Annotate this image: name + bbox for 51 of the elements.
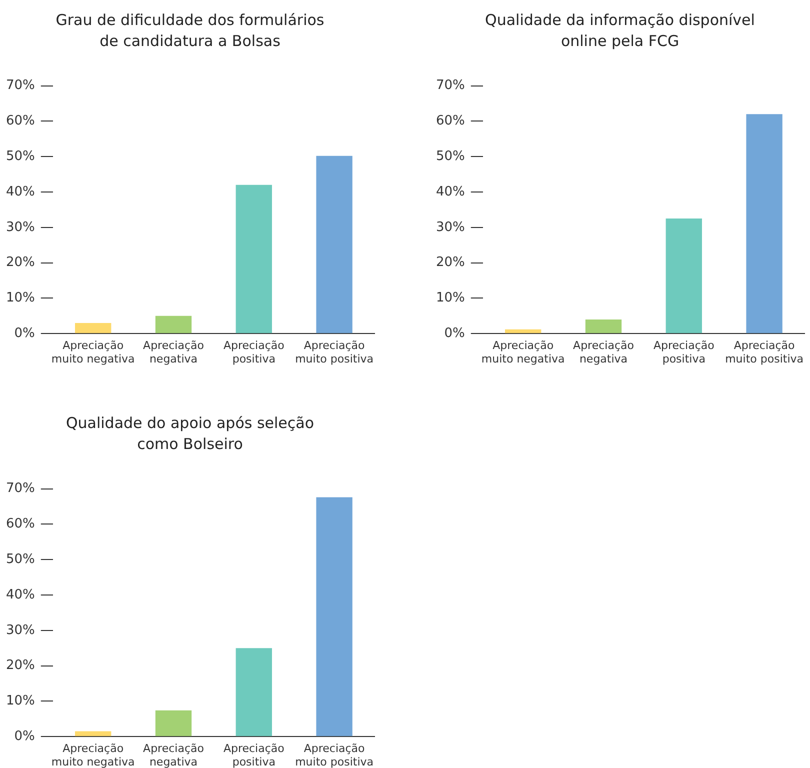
bar: [666, 218, 702, 334]
bar: [155, 316, 192, 334]
bar: [585, 319, 622, 334]
y-tick-label: 30%: [6, 220, 35, 235]
x-tick-label: Apreciação muito negativa: [481, 339, 565, 366]
x-tick-label: Apreciação negativa: [143, 339, 204, 366]
x-tick-label: Apreciação positiva: [223, 742, 285, 768]
y-tick-label: 50%: [436, 148, 465, 164]
y-tick-label: 40%: [6, 587, 35, 602]
y-tick-label: 70%: [6, 481, 35, 496]
y-tick-label: 20%: [6, 658, 35, 674]
x-tick-label: Apreciação positiva: [653, 339, 715, 366]
x-tick-label: Apreciação negativa: [573, 339, 634, 366]
x-tick-label: Apreciação muito positiva: [295, 742, 374, 768]
x-tick-label: Apreciação positiva: [223, 339, 285, 366]
y-tick-label: 70%: [6, 78, 35, 94]
y-tick-label: 70%: [436, 78, 465, 94]
bar: [236, 184, 272, 334]
y-tick-label: 0%: [444, 326, 465, 341]
bar: [316, 156, 352, 334]
y-tick-label: 10%: [436, 290, 465, 306]
x-tick-label: Apreciação muito positiva: [295, 339, 374, 366]
bar: [746, 114, 782, 334]
x-tick-label: Apreciação muito negativa: [51, 339, 135, 366]
y-tick-label: 40%: [6, 184, 35, 200]
bar: [155, 710, 192, 736]
chart-title: Grau de dificuldade dos formulários de candidatura a Bolsas: [54, 10, 326, 52]
y-tick-label: 40%: [436, 184, 465, 200]
bar: [75, 322, 112, 334]
y-tick-label: 60%: [6, 516, 35, 532]
y-tick-label: 30%: [436, 220, 465, 235]
y-tick-label: 0%: [14, 728, 35, 744]
chart-title: Qualidade do apoio após seleção como Bolseiro: [64, 413, 316, 455]
bar: [316, 497, 352, 736]
y-tick-label: 60%: [436, 114, 465, 129]
y-tick-label: 0%: [14, 326, 35, 341]
y-tick-label: 10%: [6, 290, 35, 306]
x-tick-label: Apreciação muito negativa: [51, 742, 135, 768]
bar: [236, 648, 272, 736]
y-tick-label: 20%: [6, 255, 35, 270]
y-tick-label: 30%: [6, 622, 35, 638]
y-tick-label: 50%: [6, 552, 35, 567]
y-tick-label: 10%: [6, 694, 35, 709]
y-tick-label: 50%: [6, 148, 35, 164]
bar: [505, 329, 542, 334]
y-tick-label: 60%: [6, 114, 35, 129]
bar: [75, 731, 112, 736]
chart-title: Qualidade da informação disponível online pela FCG: [484, 10, 756, 52]
x-tick-label: Apreciação negativa: [143, 742, 204, 768]
y-tick-label: 20%: [436, 255, 465, 270]
x-tick-label: Apreciação muito positiva: [725, 339, 804, 366]
